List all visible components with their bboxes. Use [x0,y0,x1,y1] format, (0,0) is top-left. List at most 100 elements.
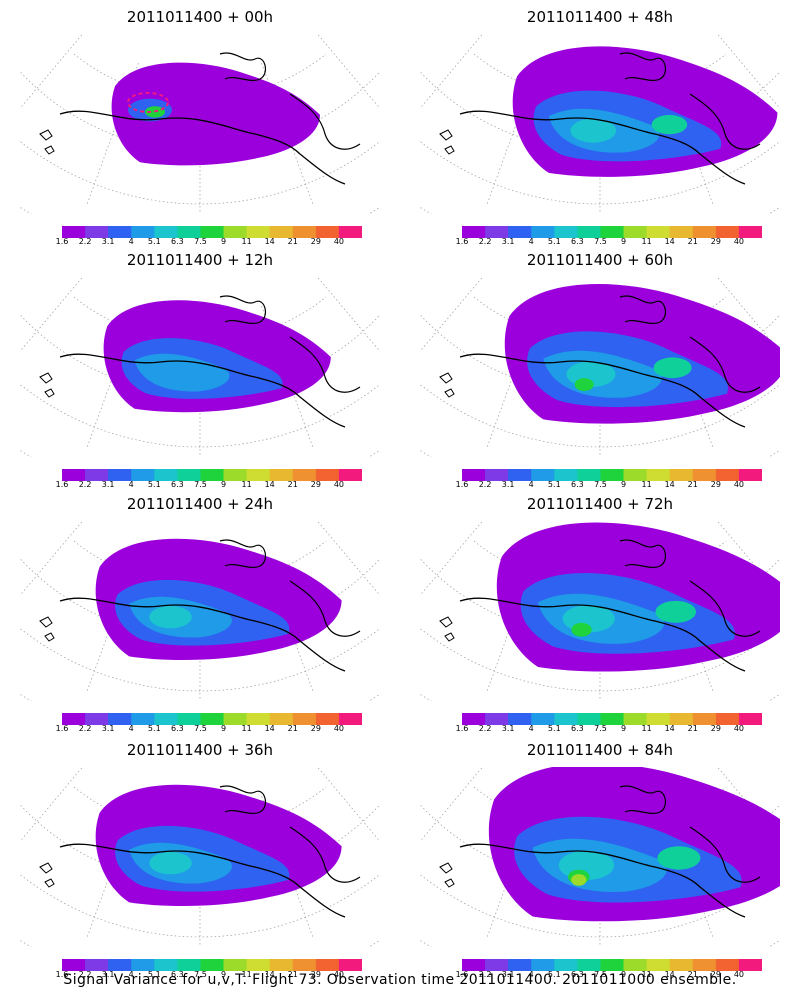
panel-title: 2011011400 + 12h [126,251,274,269]
colorbar-label: 6.3 [171,480,184,489]
colorbar-label: 29 [310,237,321,246]
colorbar-swatch [715,713,740,725]
colorbar-swatch [554,713,578,725]
colorbar-label: 11 [641,724,652,733]
colorbar-label: 40 [733,237,745,246]
meridian-line [20,277,83,353]
coastline-west-islands [39,129,55,155]
colorbar-label: 7.5 [594,970,607,979]
coastline-east [289,93,361,150]
meridian-line [356,521,380,546]
forecast-map [20,521,380,701]
colorbar-swatch [177,959,201,971]
latitude-circle [20,627,380,692]
colorbar-label: 11 [641,237,652,246]
colorbar-swatch [577,469,601,481]
colorbar-swatch [269,713,294,725]
variance-contour-9 [571,874,587,886]
meridian-line [420,521,444,546]
colorbar-swatch [154,469,178,481]
meridian-line [717,767,780,843]
colorbar-swatch [154,959,178,971]
colorbar-label: 9 [620,724,627,733]
forecast-map [420,277,780,457]
coastline-arctic-islands [619,539,667,569]
meridian-line [356,767,380,792]
observation-track [127,91,169,113]
coastline-arctic-islands [219,539,267,569]
colorbar-swatch [646,959,671,971]
colorbar-swatch [292,469,317,481]
colorbar-swatch [577,959,601,971]
colorbar-label: 1.6 [55,480,69,489]
colorbar-label: 6.3 [571,724,584,733]
colorbar-swatch [223,713,248,725]
variance-contour-6.3 [657,846,701,870]
meridian-line [717,277,780,353]
meridian-line [356,34,380,59]
colorbar-swatch [223,959,248,971]
colorbar-swatch [177,713,201,725]
colorbar-swatch [223,469,248,481]
variance-contour-1.6 [111,62,320,166]
colorbar-swatch [623,959,648,971]
meridian-line [20,34,44,59]
latitude-circle [20,383,380,448]
colorbar: 1.6 2.2 3.1 4 5.1 6.3 7.5 9 11 14 21 29 40 [56,956,363,979]
colorbar-swatch [269,469,294,481]
colorbar-swatch [485,226,509,238]
colorbar-label: 14 [264,237,275,246]
colorbar-label: 5.1 [147,970,161,979]
meridian-line [20,34,83,110]
colorbar-label: 9 [620,480,627,489]
colorbar-swatch [338,713,363,725]
colorbar-swatch [85,713,109,725]
colorbar-label: 4 [128,724,134,733]
colorbar-swatch [462,713,486,725]
coastline-arctic-islands [219,785,267,815]
colorbar-label: 11 [241,237,252,246]
meridian-line [20,767,83,843]
colorbar-label: 4 [528,480,534,489]
colorbar-swatch [692,959,717,971]
colorbar-swatch [85,469,109,481]
panel-title: 2011011400 + 84h [526,741,674,759]
coastline-east [689,826,761,883]
colorbar-swatch [338,959,363,971]
colorbar-swatch [177,226,201,238]
colorbar: 1.6 2.2 3.1 4 5.1 6.3 7.5 9 11 14 21 29 40 [456,956,763,979]
colorbar-swatch [108,469,132,481]
colorbar-swatch [692,469,717,481]
colorbar-swatch [738,713,763,725]
colorbar-label: 3.1 [101,480,115,489]
colorbar-label: 14 [264,970,275,979]
latitude-circle [420,873,780,938]
colorbar-swatches [462,226,763,238]
colorbar-swatch [508,959,532,971]
meridian-line [420,767,483,843]
meridian-line [317,521,380,597]
colorbar-swatch [531,226,555,238]
colorbar-swatches [62,959,363,971]
latitude-circle [20,873,380,938]
colorbar-swatch [462,959,486,971]
coastline-arctic-islands [619,295,667,325]
colorbar-label: 7.5 [594,480,607,489]
colorbar-swatch [600,713,625,725]
coastline [459,843,746,918]
colorbar-label: 7.5 [594,724,607,733]
meridian-line [717,34,780,110]
variance-contour-5.1 [149,851,192,875]
coastline-arctic-islands [619,52,667,82]
meridian-line [420,277,444,302]
coastline-east [689,580,761,637]
colorbar-label: 2.2 [478,970,492,979]
forecast-map [420,521,780,701]
colorbar-swatch [315,959,340,971]
variance-field [504,283,780,424]
colorbar-swatch [62,713,86,725]
colorbar: 1.6 2.2 3.1 4 5.1 6.3 7.5 9 11 14 21 29 40 [56,710,363,733]
colorbar-swatch [292,226,317,238]
variance-contour-5.1 [570,118,617,143]
panel-title: 2011011400 + 60h [526,251,674,269]
